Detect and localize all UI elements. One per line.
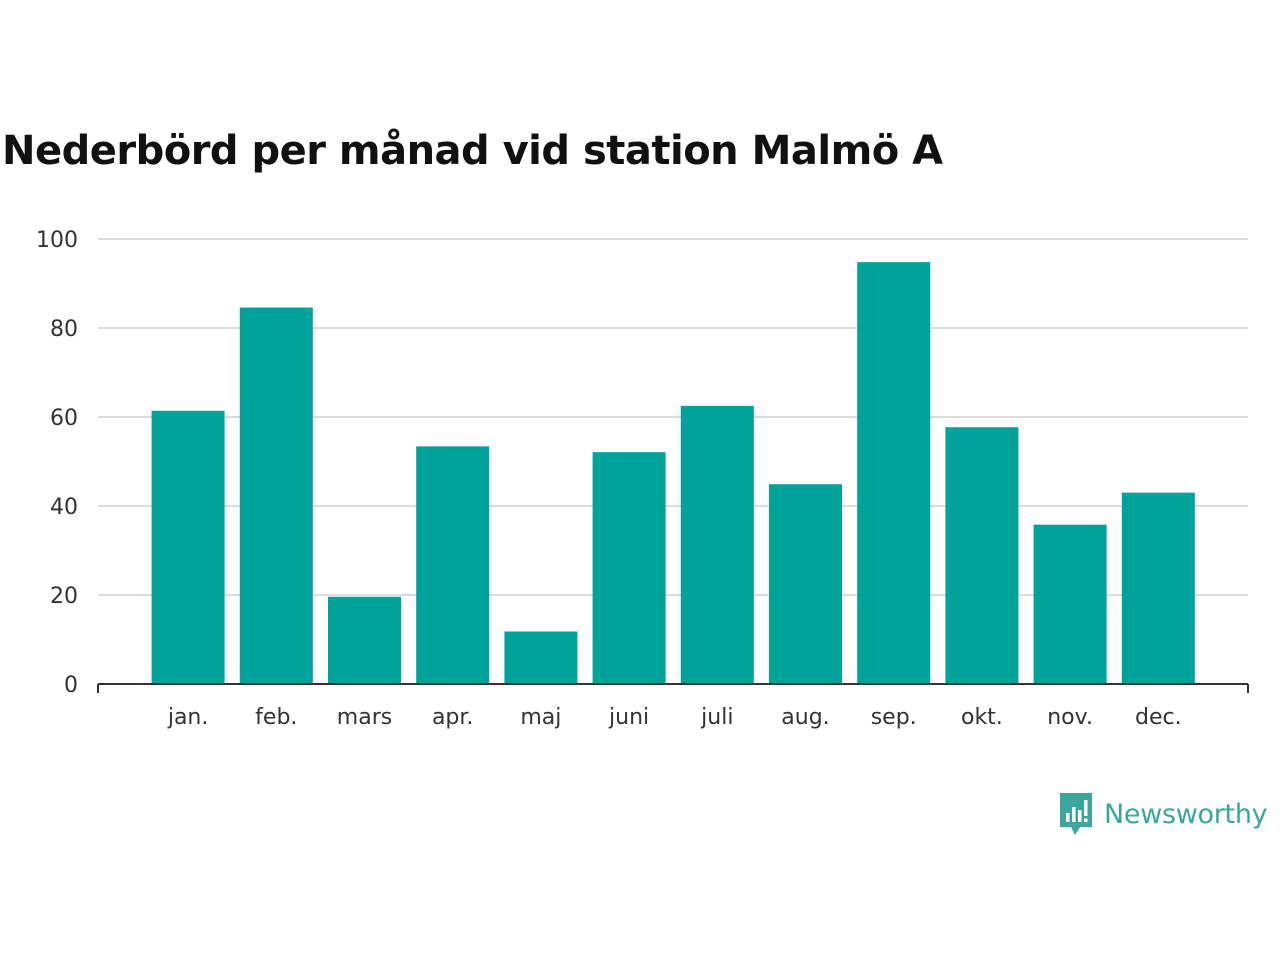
bar-jan <box>151 410 225 684</box>
x-tick-label: okt. <box>961 705 1003 730</box>
y-tick-labels: 0 20 40 60 80 100 <box>36 228 78 698</box>
x-tick-label: mars <box>337 705 392 730</box>
x-tick-label: apr. <box>432 705 473 730</box>
bar-aug <box>769 484 842 684</box>
bar-juni <box>592 452 666 684</box>
bar-apr <box>416 446 490 684</box>
x-tick-label: sep. <box>871 705 917 730</box>
bar-sep <box>857 262 931 684</box>
x-tick-label: feb. <box>255 705 297 730</box>
bar-mars <box>328 596 401 684</box>
bar-maj <box>504 631 578 684</box>
y-tick-label: 20 <box>50 584 78 609</box>
bar-okt <box>945 427 1019 684</box>
x-tick-label: nov. <box>1047 705 1093 730</box>
y-tick-label: 80 <box>50 317 78 342</box>
bar-feb <box>239 307 313 684</box>
x-tick-label: maj <box>520 705 561 730</box>
x-tick-label: dec. <box>1135 705 1182 730</box>
x-tick-label: juni <box>608 705 649 730</box>
bar-dec <box>1121 492 1195 684</box>
y-tick-label: 60 <box>50 406 78 431</box>
x-tick-labels: jan. feb. mars apr. maj juni juli aug. sep. okt. n… <box>167 705 1182 730</box>
y-tick-label: 40 <box>50 495 78 520</box>
x-tick-label: aug. <box>781 705 829 730</box>
newsworthy-logo-icon <box>1060 793 1092 835</box>
y-tick-label: 0 <box>64 673 78 698</box>
bar-juli <box>680 405 754 684</box>
bars <box>151 262 1195 684</box>
y-tick-label: 100 <box>36 228 78 253</box>
chart-title: Nederbörd per månad vid station Malmö A <box>2 128 943 174</box>
bar-nov <box>1033 524 1107 684</box>
brand-name: Newsworthy <box>1104 798 1268 830</box>
x-tick-label: jan. <box>167 705 209 730</box>
x-tick-label: juli <box>700 705 733 730</box>
newsworthy-brand: Newsworthy <box>1058 790 1268 838</box>
x-axis <box>97 683 1249 693</box>
